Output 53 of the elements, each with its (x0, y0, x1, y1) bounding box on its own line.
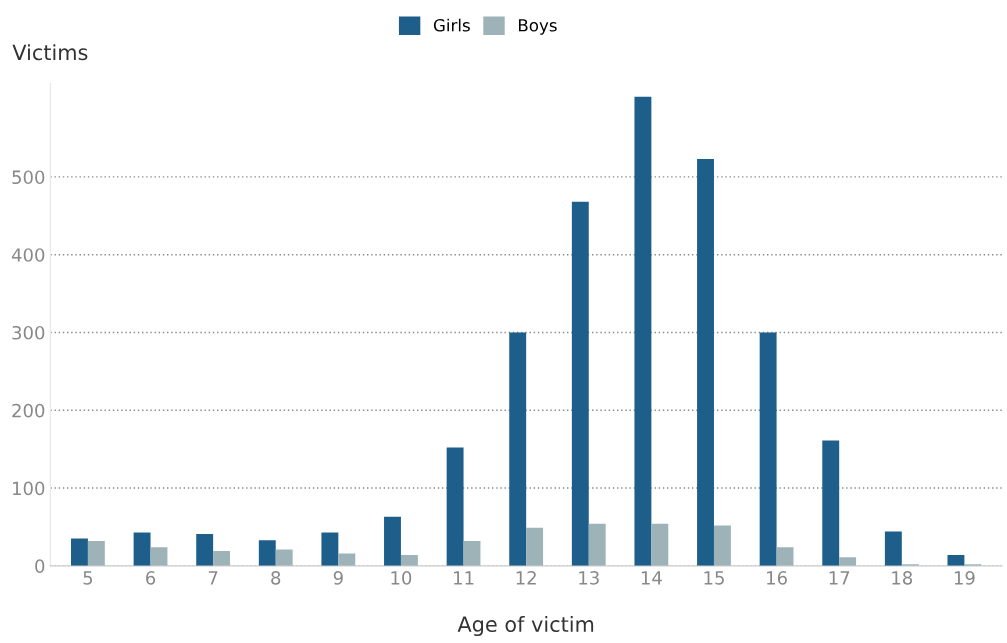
x-tick-label: 8 (271, 571, 281, 585)
bar (400, 554, 418, 566)
bar (526, 527, 544, 566)
y-tick-label: 0 (35, 559, 45, 573)
bar (87, 540, 105, 566)
bar (338, 553, 356, 566)
bar (275, 549, 293, 566)
bar (884, 531, 902, 566)
x-axis-title: Age of victim (457, 615, 594, 637)
bar (697, 159, 714, 566)
x-tick-label: 16 (767, 571, 787, 585)
x-tick-label: 5 (83, 571, 93, 585)
bar (384, 516, 401, 566)
y-tick-label: 200 (12, 403, 45, 418)
x-tick-label: 9 (333, 571, 343, 585)
legend-label: Boys (518, 19, 557, 35)
bar (947, 554, 965, 566)
y-axis-title: Victims (12, 44, 88, 61)
bar (839, 557, 857, 566)
x-tick-label: 6 (146, 571, 156, 585)
bar (509, 332, 527, 566)
x-tick-label: 10 (391, 571, 412, 585)
bar (651, 523, 669, 566)
bar (150, 547, 168, 566)
bar (196, 533, 214, 566)
y-tick-label: 500 (12, 170, 45, 185)
bar (776, 547, 794, 566)
x-tick-label: 7 (208, 571, 218, 585)
legend-label: Girls (433, 18, 470, 32)
bar (321, 532, 339, 566)
y-tick-label: 300 (12, 325, 45, 340)
bar (133, 532, 151, 566)
y-tick-label: 400 (11, 248, 45, 262)
bar (713, 525, 731, 566)
bar (258, 540, 276, 566)
bar (759, 332, 777, 566)
x-tick-label: 13 (579, 571, 599, 585)
bar (446, 447, 464, 566)
bar (213, 551, 231, 566)
bar (571, 201, 589, 566)
bar (71, 538, 88, 566)
x-tick-label: 12 (516, 571, 536, 585)
bar (822, 440, 840, 566)
x-tick-label: 17 (829, 571, 850, 585)
bar (588, 523, 606, 566)
bar (463, 540, 481, 566)
x-tick-label: 14 (641, 571, 662, 585)
y-tick-label: 100 (13, 481, 45, 496)
x-tick-label: 19 (954, 571, 975, 585)
x-tick-label: 11 (454, 571, 474, 585)
bar (634, 96, 652, 566)
x-tick-label: 18 (892, 571, 913, 585)
x-tick-label: 15 (704, 571, 724, 585)
